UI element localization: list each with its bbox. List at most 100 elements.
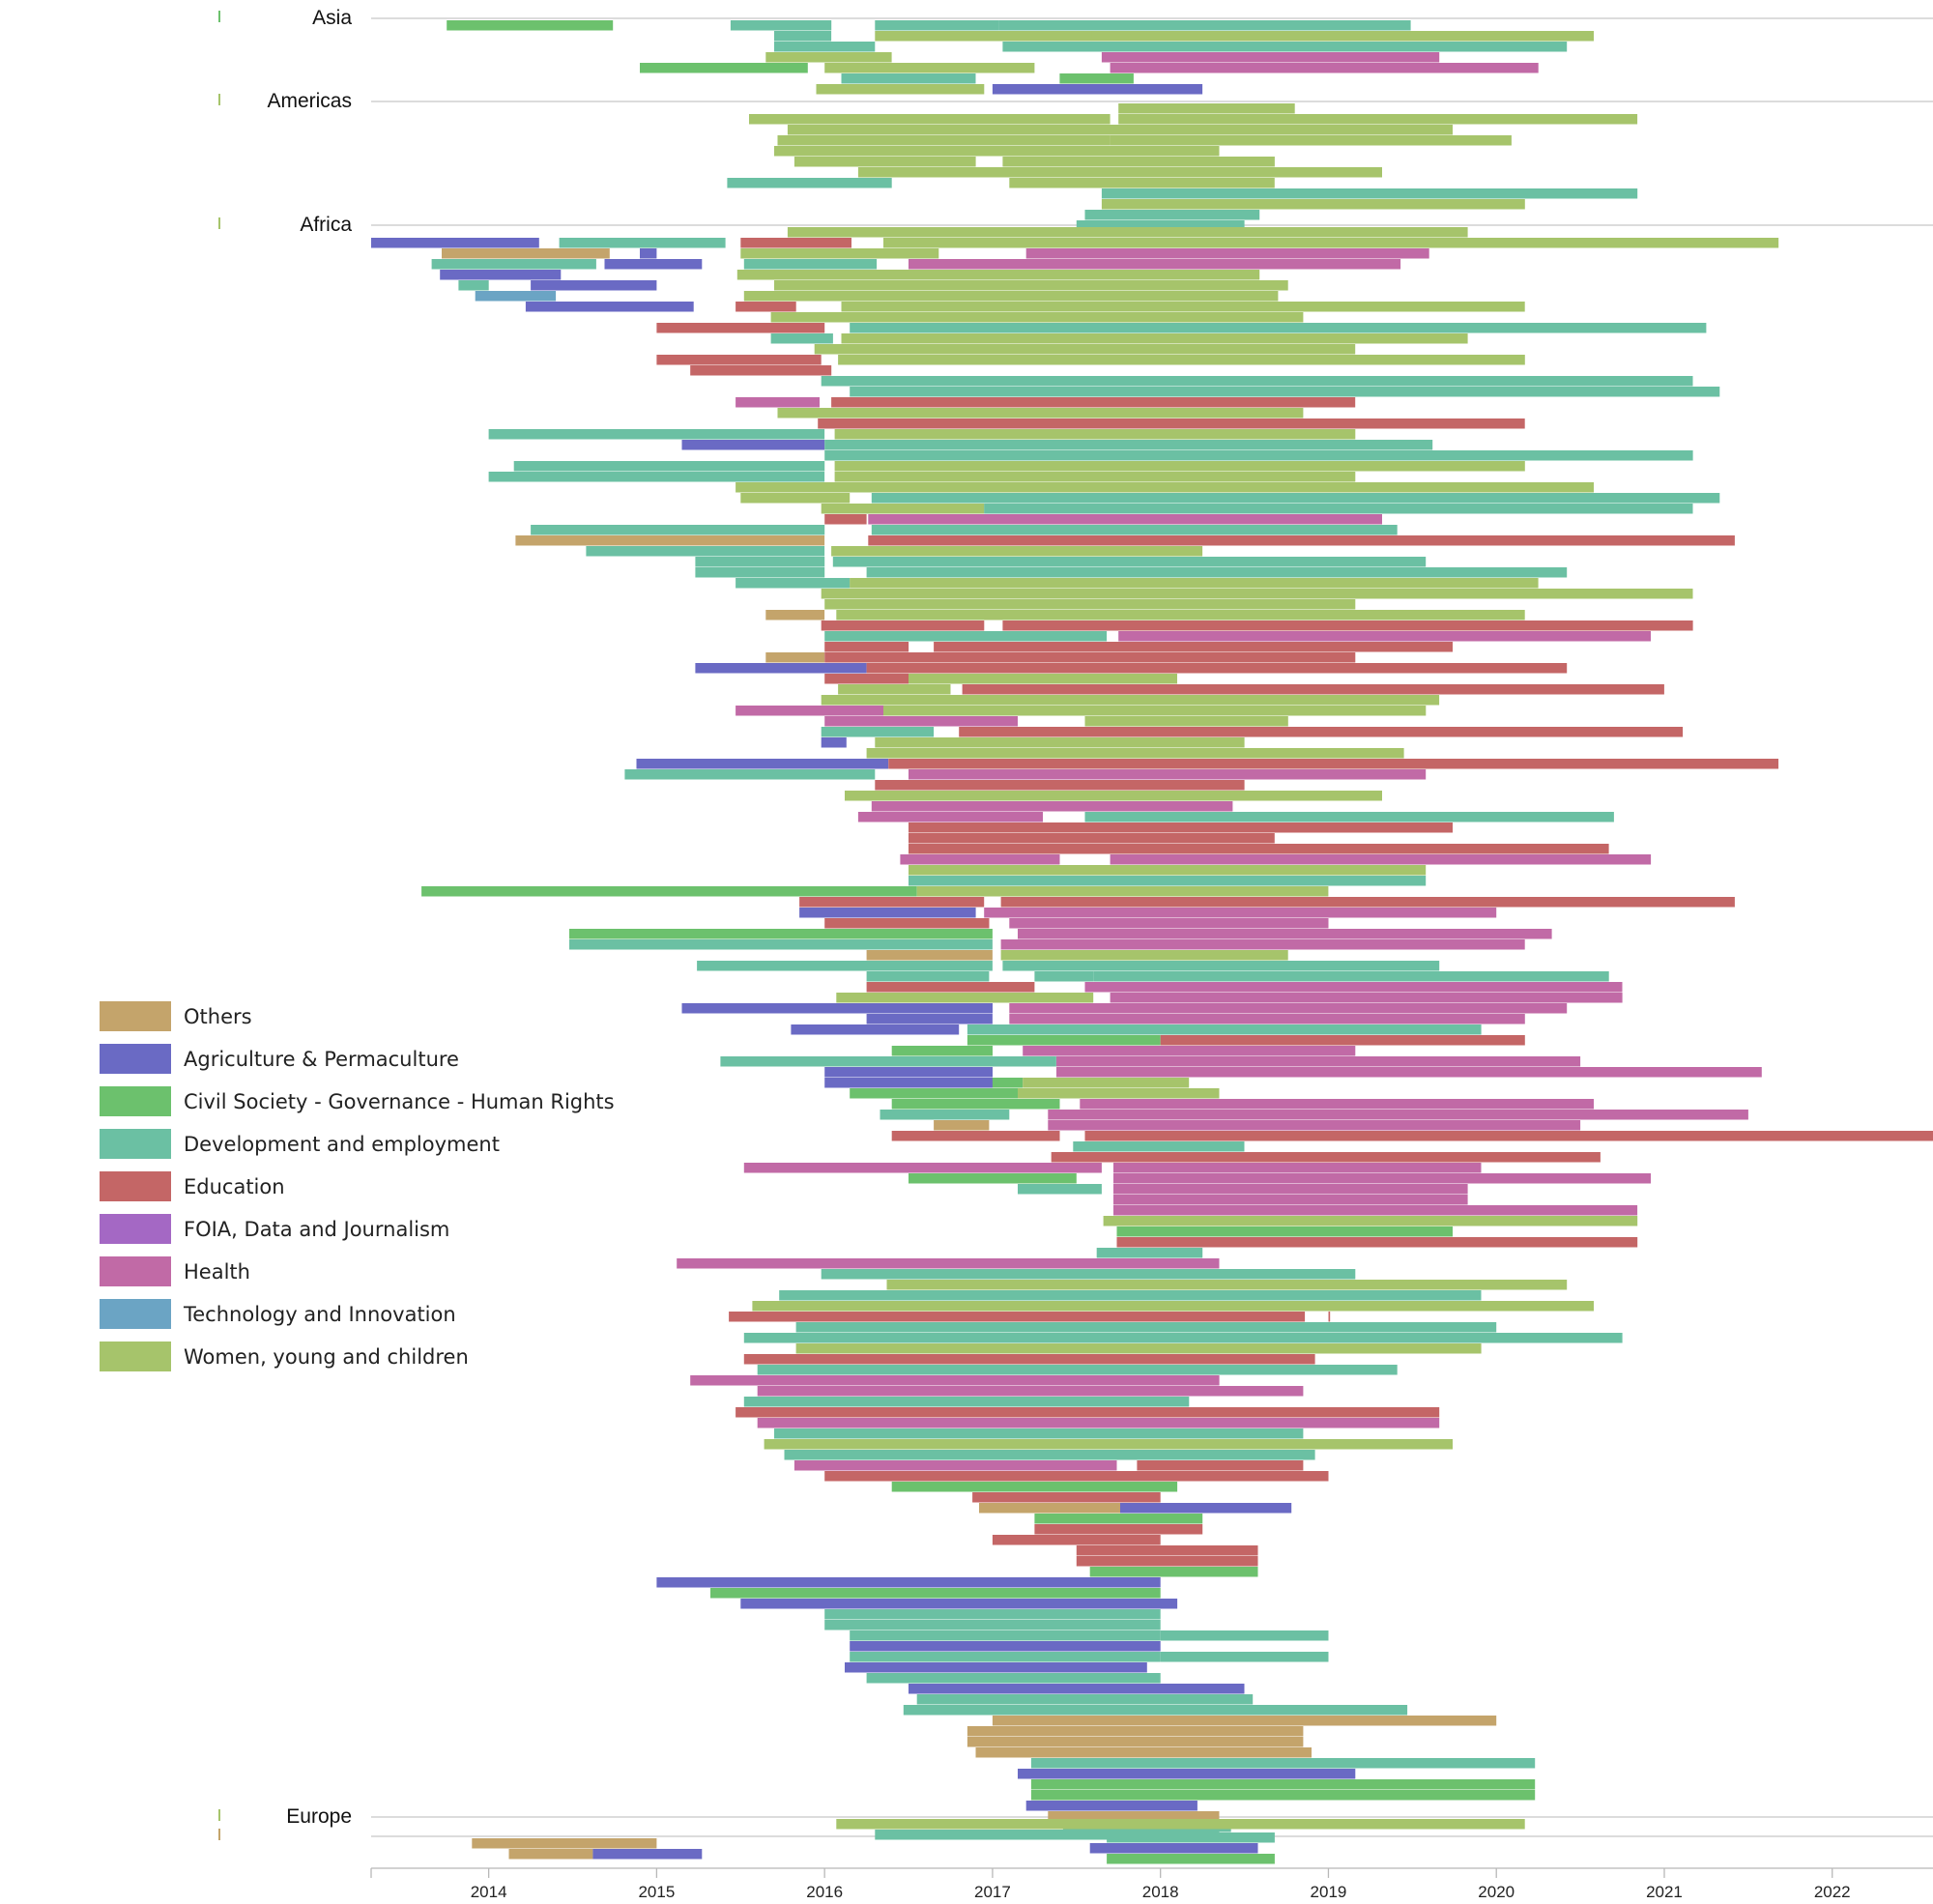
legend-swatch bbox=[100, 1214, 171, 1244]
project-bar bbox=[824, 450, 1693, 461]
project-bar bbox=[440, 270, 562, 280]
project-bar bbox=[831, 546, 1203, 557]
project-bar bbox=[1051, 1152, 1601, 1163]
project-bar bbox=[886, 1280, 1568, 1290]
project-bar bbox=[871, 525, 1398, 535]
project-bar bbox=[729, 1312, 1306, 1322]
legend-label: Education bbox=[184, 1175, 285, 1198]
project-bar bbox=[824, 440, 1433, 450]
project-bar bbox=[764, 1439, 1453, 1450]
region-label: Americas bbox=[267, 90, 352, 112]
project-bar bbox=[821, 1269, 1356, 1280]
project-bar bbox=[736, 397, 820, 408]
project-bar bbox=[1084, 210, 1260, 220]
legend-label: Civil Society - Governance - Human Right… bbox=[184, 1090, 615, 1113]
legend-label: Agriculture & Permaculture bbox=[184, 1048, 459, 1071]
project-bar bbox=[1002, 961, 1440, 971]
project-bar bbox=[736, 302, 796, 312]
project-bar bbox=[743, 1397, 1190, 1407]
project-bar bbox=[979, 1503, 1120, 1514]
project-bar bbox=[799, 897, 985, 908]
project-bar bbox=[1018, 1184, 1102, 1195]
project-bar bbox=[1118, 103, 1295, 114]
project-bar bbox=[592, 1849, 703, 1860]
project-bar bbox=[1113, 1205, 1638, 1216]
project-bar bbox=[824, 1067, 993, 1078]
project-bar bbox=[1118, 114, 1638, 125]
project-bar bbox=[752, 1301, 1594, 1312]
project-bar bbox=[814, 344, 1356, 355]
project-bar bbox=[975, 1747, 1312, 1758]
project-bar bbox=[677, 1258, 1220, 1269]
project-bar bbox=[515, 535, 825, 546]
project-bar bbox=[770, 333, 833, 344]
project-bar bbox=[656, 1577, 1161, 1588]
legend-label: Others bbox=[184, 1005, 252, 1028]
project-bar bbox=[1018, 1769, 1356, 1779]
project-bar bbox=[850, 323, 1707, 333]
legend-swatch bbox=[100, 1044, 171, 1074]
project-bar bbox=[791, 1024, 960, 1035]
project-bar bbox=[531, 525, 825, 535]
legend-swatch bbox=[100, 1129, 171, 1159]
x-tick-label: 2017 bbox=[974, 1883, 1011, 1901]
region-label: Asia bbox=[312, 7, 352, 29]
region-marker bbox=[218, 1809, 220, 1821]
project-bar bbox=[690, 365, 832, 376]
project-bar bbox=[736, 270, 1260, 280]
project-bar bbox=[891, 1046, 993, 1056]
project-bar bbox=[1073, 1141, 1245, 1152]
project-bar bbox=[972, 1492, 1161, 1503]
project-bar bbox=[1034, 1524, 1203, 1535]
project-bar bbox=[966, 1024, 1482, 1035]
project-bar bbox=[508, 1849, 593, 1860]
project-bar bbox=[1000, 897, 1735, 908]
project-bar bbox=[992, 1078, 1024, 1088]
project-bar bbox=[934, 1120, 990, 1131]
project-bar bbox=[875, 1830, 1220, 1840]
project-bar bbox=[720, 1056, 1056, 1067]
project-bar bbox=[777, 408, 1304, 418]
legend-label: Health bbox=[184, 1260, 250, 1284]
project-bar bbox=[1009, 178, 1275, 188]
project-bar bbox=[966, 1726, 1304, 1737]
project-bar bbox=[1113, 1173, 1651, 1184]
project-bar bbox=[636, 759, 889, 769]
project-bar bbox=[779, 1290, 1482, 1301]
project-bar bbox=[850, 1088, 1018, 1099]
project-bar bbox=[834, 429, 1356, 440]
project-bar bbox=[868, 535, 1735, 546]
project-bar bbox=[824, 599, 1356, 610]
region-marker bbox=[218, 1829, 220, 1840]
project-bar bbox=[875, 737, 1245, 748]
project-bar bbox=[903, 1705, 1408, 1716]
project-bar bbox=[774, 1428, 1304, 1439]
x-tick-label: 2022 bbox=[1814, 1883, 1851, 1901]
project-bar bbox=[1116, 1226, 1453, 1237]
project-bar bbox=[1113, 1163, 1482, 1173]
project-bar bbox=[1116, 1237, 1638, 1248]
project-bar bbox=[866, 950, 993, 961]
project-bar bbox=[984, 908, 1497, 918]
project-bar bbox=[1110, 993, 1623, 1003]
project-bar bbox=[695, 557, 825, 567]
project-bar bbox=[765, 610, 825, 620]
project-bar bbox=[743, 291, 1279, 302]
project-bar bbox=[586, 546, 825, 557]
project-bar bbox=[730, 20, 832, 31]
project-bar bbox=[1048, 1110, 1748, 1120]
region-marker bbox=[218, 11, 220, 22]
project-bar bbox=[891, 1099, 1060, 1110]
project-bar bbox=[1018, 929, 1552, 939]
x-tick-label: 2018 bbox=[1142, 1883, 1179, 1901]
project-bar bbox=[891, 1131, 1060, 1141]
project-bar bbox=[992, 1535, 1161, 1545]
project-bar bbox=[1084, 982, 1623, 993]
project-bar bbox=[1030, 1779, 1536, 1790]
project-bar bbox=[681, 440, 825, 450]
project-bar bbox=[743, 259, 878, 270]
project-bar bbox=[841, 302, 1525, 312]
project-bar bbox=[824, 716, 1018, 727]
project-bar bbox=[824, 1620, 1161, 1630]
region-labels: Asia Americas Africa Europe bbox=[218, 7, 352, 1840]
